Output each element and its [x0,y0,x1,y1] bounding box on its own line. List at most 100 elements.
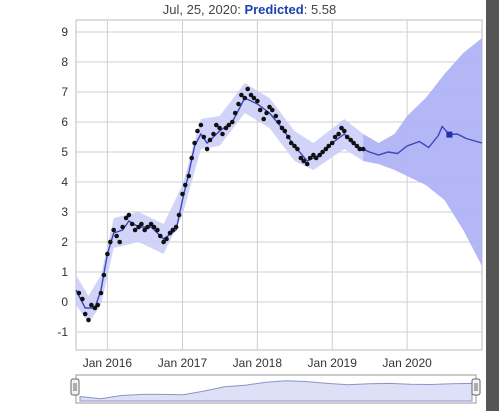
observed-point [108,239,113,245]
observed-point [114,233,119,239]
observed-point [342,128,347,134]
observed-point [332,134,338,140]
observed-point [257,107,263,113]
observed-point [145,224,150,230]
observed-point [354,143,360,149]
y-tick-label: -1 [57,325,68,339]
hover-value: 5.58 [310,2,337,17]
observed-point [98,290,104,296]
observed-point [132,227,138,233]
y-tick-label: 6 [61,115,68,129]
observed-point [195,128,200,134]
observed-point [251,95,257,101]
observed-point [344,134,350,140]
observed-point [164,236,169,242]
observed-point [264,110,269,116]
observed-points [76,86,366,323]
observed-point [329,140,335,146]
observed-point [279,125,285,131]
observed-point [307,155,313,161]
observed-point [282,128,288,134]
observed-point [82,311,88,317]
observed-point [273,113,279,119]
observed-point [155,227,160,233]
observed-point [288,140,294,146]
observed-point [276,119,282,125]
observed-point [348,137,354,143]
observed-point [201,134,207,140]
y-tick-label: 3 [61,205,68,219]
y-tick-label: 9 [61,25,68,39]
observed-point [189,155,194,161]
observed-point [248,92,254,98]
observed-point [198,122,204,128]
hover-series-label: Predicted [244,2,304,17]
observed-point [220,131,225,137]
observed-point [173,224,179,230]
observed-point [357,146,363,152]
y-tick-label: 1 [61,265,68,279]
observed-point [148,221,154,227]
observed-point [111,227,116,233]
observed-point [217,125,222,131]
observed-point [211,131,216,137]
observed-point [270,107,275,113]
observed-point [192,140,197,146]
observed-point [180,191,185,197]
observed-point [120,224,125,230]
observed-point [242,95,248,101]
hover-tooltip: Jul, 25, 2020: Predicted: 5.58 [0,2,499,17]
plot-area [75,19,483,351]
observed-point [117,239,122,245]
observed-point [326,143,332,149]
range-navigator[interactable] [70,374,481,404]
observed-point [292,143,297,149]
y-axis: -1 0 1 2 3 4 5 6 7 8 9 [57,25,68,339]
observed-point [255,98,260,104]
observed-point [105,251,110,257]
navigator-handle-right[interactable] [471,378,481,396]
observed-point [123,215,129,221]
observed-point [295,146,300,152]
y-tick-label: 2 [61,235,68,249]
observed-point [89,302,94,308]
observed-point [323,146,329,152]
observed-point [298,155,304,161]
y-tick-label: 5 [61,145,68,159]
observed-point [232,110,238,116]
observed-point [360,146,366,152]
forecast-band [363,38,482,266]
observed-point [80,296,85,302]
observed-point [239,92,244,98]
hover-separator: : [303,2,308,17]
hover-date: Jul, 25, 2020: [162,2,241,17]
observed-point [336,131,341,137]
observed-point [139,221,144,227]
observed-point [304,161,310,167]
fitted-line-path [75,97,483,309]
observed-point [230,119,235,125]
observed-point [214,122,219,128]
confidence-band [76,38,482,323]
observed-point [92,305,98,311]
observed-point [126,212,132,218]
x-tick-label: Jan 2017 [158,356,208,370]
grid [76,20,482,350]
observed-point [161,239,166,245]
observed-point [142,227,147,233]
observed-point [339,125,344,131]
highlight-point [446,131,453,138]
observed-point [267,104,272,110]
observed-point [301,158,307,164]
x-axis: Jan 2016 Jan 2017 Jan 2018 Jan 2019 Jan 2020 [83,356,432,370]
observed-point [176,212,182,218]
y-tick-label: 4 [61,175,68,189]
observed-point [245,86,250,92]
observed-point [86,317,91,323]
navigator-handle-left[interactable] [70,378,80,396]
observed-point [236,101,241,107]
observed-point [317,152,323,158]
observed-point [76,290,82,296]
